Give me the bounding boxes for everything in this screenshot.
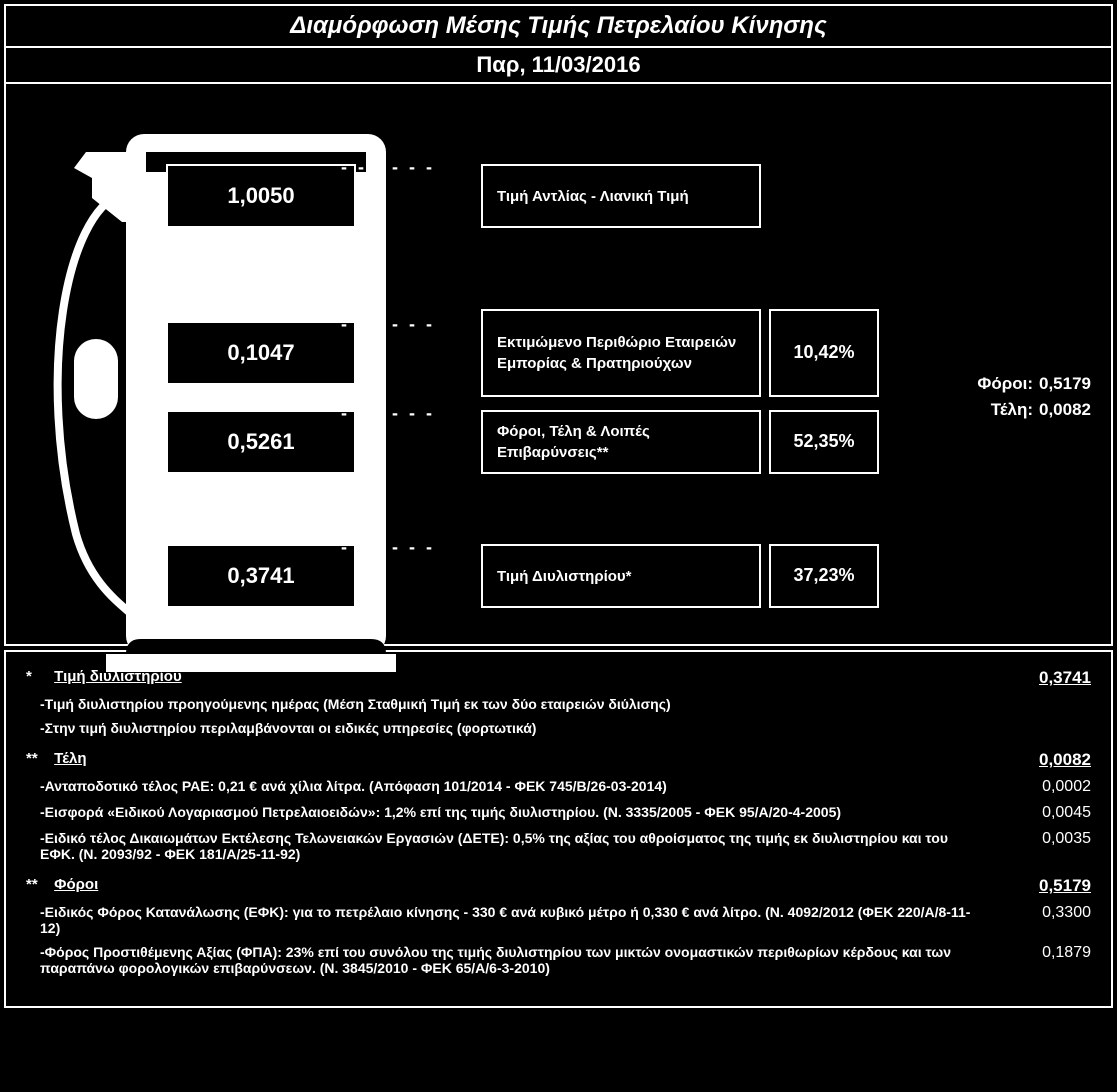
main-panel: Διαμόρφωση Μέσης Τιμής Πετρελαίου Κίνηση… — [4, 4, 1113, 646]
pct-refinery: 37,23% — [769, 544, 879, 608]
fn-star: ** — [26, 750, 50, 767]
fn-fees-title: Τέλη — [54, 750, 86, 767]
fn-line: -Ανταποδοτικό τέλος ΡΑΕ: 0,21 € ανά χίλι… — [26, 778, 981, 796]
fn-fees: ** Τέλη 0,0082 -Ανταποδοτικό τέλος ΡΑΕ: … — [26, 750, 1091, 862]
fn-line: -Ειδικό τέλος Δικαιωμάτων Εκτέλεσης Τελω… — [26, 830, 981, 862]
fn-line: -Εισφορά «Ειδικού Λογαριασμού Πετρελαιοε… — [26, 804, 981, 822]
labels-column: Τιμή Αντλίας - Λιανική Τιμή Εκτιμώμενο Π… — [396, 114, 1091, 614]
fn-fees-value: 0,0082 — [1039, 750, 1091, 770]
fn-refinery: * Τιμή διυλιστηρίου 0,3741 -Τιμή διυλιστ… — [26, 668, 1091, 736]
side-fees-value: 0,0082 — [1039, 400, 1091, 420]
fn-refinery-value: 0,3741 — [1039, 668, 1091, 688]
fn-star: ** — [26, 876, 50, 893]
row-margin: Εκτιμώμενο Περιθώριο Εταιρειών Εμπορίας … — [481, 309, 879, 397]
fn-line: -Στην τιμή διυλιστηρίου περιλαμβάνονται … — [26, 720, 981, 736]
side-stats: Φόροι: 0,5179 Τέλη: 0,0082 — [977, 374, 1091, 426]
side-fees-label: Τέλη: — [991, 400, 1033, 420]
value-retail: 1,0050 — [166, 164, 356, 228]
date-bar: Παρ, 11/03/2016 — [6, 48, 1111, 84]
label-margin: Εκτιμώμενο Περιθώριο Εταιρειών Εμπορίας … — [481, 309, 761, 397]
fn-taxes-value: 0,5179 — [1039, 876, 1091, 896]
row-refinery: Τιμή Διυλιστηρίου* 37,23% — [481, 544, 879, 608]
fn-line: -Φόρος Προστιθέμενης Αξίας (ΦΠΑ): 23% επ… — [26, 944, 981, 976]
title-bar: Διαμόρφωση Μέσης Τιμής Πετρελαίου Κίνηση… — [6, 6, 1111, 48]
pct-taxes: 52,35% — [769, 410, 879, 474]
main-content: 1,0050 0,1047 0,5261 0,3741 - - - - - - … — [6, 84, 1111, 644]
value-taxes: 0,5261 — [166, 410, 356, 474]
footnotes-panel: * Τιμή διυλιστηρίου 0,3741 -Τιμή διυλιστ… — [4, 650, 1113, 1008]
fn-taxes-title: Φόροι — [54, 876, 98, 893]
row-retail: Τιμή Αντλίας - Λιανική Τιμή — [481, 164, 761, 228]
pct-margin: 10,42% — [769, 309, 879, 397]
value-refinery: 0,3741 — [166, 544, 356, 608]
label-retail: Τιμή Αντλίας - Λιανική Τιμή — [481, 164, 761, 228]
fn-line: -Ειδικός Φόρος Κατανάλωσης (ΕΦΚ): για το… — [26, 904, 981, 936]
value-margin: 0,1047 — [166, 321, 356, 385]
fn-line: -Τιμή διυλιστηρίου προηγούμενης ημέρας (… — [26, 696, 981, 712]
fn-taxes: ** Φόροι 0,5179 -Ειδικός Φόρος Κατανάλωσ… — [26, 876, 1091, 976]
side-taxes-label: Φόροι: — [977, 374, 1033, 394]
label-taxes: Φόροι, Τέλη & Λοιπές Επιβαρύνσεις** — [481, 410, 761, 474]
row-taxes: Φόροι, Τέλη & Λοιπές Επιβαρύνσεις** 52,3… — [481, 410, 879, 474]
label-refinery: Τιμή Διυλιστηρίου* — [481, 544, 761, 608]
side-taxes-value: 0,5179 — [1039, 374, 1091, 394]
